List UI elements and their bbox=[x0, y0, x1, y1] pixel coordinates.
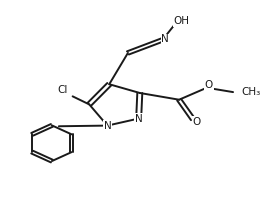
Text: N: N bbox=[135, 113, 143, 124]
Text: O: O bbox=[205, 80, 213, 90]
Text: N: N bbox=[103, 121, 111, 131]
Text: Cl: Cl bbox=[57, 85, 68, 95]
Text: OH: OH bbox=[173, 16, 189, 26]
Text: N: N bbox=[162, 34, 169, 44]
Text: O: O bbox=[192, 117, 200, 127]
Text: CH₃: CH₃ bbox=[241, 87, 260, 97]
